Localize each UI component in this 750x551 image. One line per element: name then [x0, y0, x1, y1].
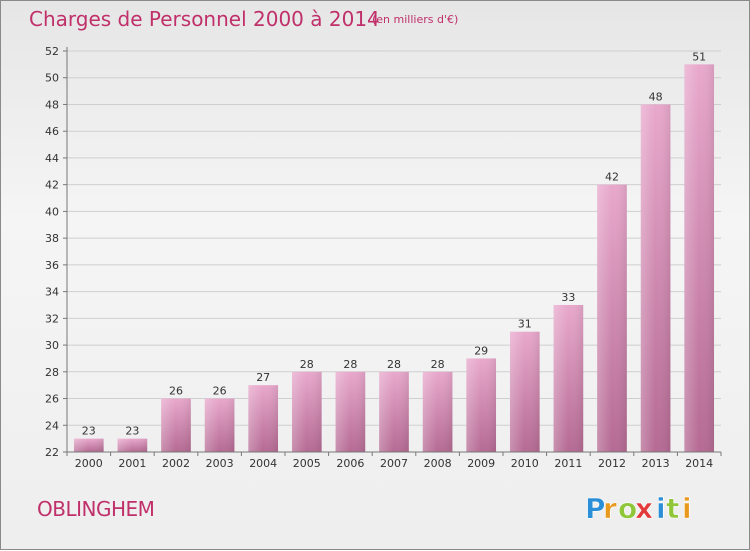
x-tick-label: 2005	[293, 457, 321, 470]
bar-shade	[117, 438, 148, 452]
bar-shade	[597, 184, 627, 452]
y-tick-label: 50	[45, 72, 59, 85]
bars: 23 23 26 26 27 28 28 28 28 29 31 33 42 48 51	[73, 50, 715, 452]
bar-value-label: 28	[343, 358, 357, 371]
x-tick-label: 2006	[336, 457, 364, 470]
bar-value-label: 23	[125, 425, 139, 438]
y-tick-label: 40	[45, 205, 59, 218]
bar-value-label: 28	[300, 358, 314, 371]
logo-letter: t	[666, 492, 679, 525]
y-tick-label: 24	[45, 419, 59, 432]
logo-letter: o	[618, 492, 637, 525]
x-tick-label: 2013	[642, 457, 670, 470]
x-tick-label: 2004	[249, 457, 277, 470]
logo-letter: r	[603, 492, 617, 525]
y-tick-label: 22	[45, 446, 59, 459]
bar-shade	[291, 371, 322, 452]
bar-value-label: 27	[256, 371, 270, 384]
bar-value-label: 28	[387, 358, 401, 371]
x-tick-label: 2008	[424, 457, 452, 470]
bar-shade	[509, 331, 540, 452]
logo-letter: i	[656, 492, 666, 525]
y-tick-label: 48	[45, 98, 59, 111]
bar-value-label: 31	[518, 318, 532, 331]
x-tick-label: 2012	[598, 457, 626, 470]
x-tick-label: 2014	[685, 457, 713, 470]
bar-value-label: 42	[605, 171, 619, 184]
y-axis: 22 24 26 28 30 32 34 36 38 40 42 44 46 48 50 52	[45, 45, 67, 459]
bar-value-label: 48	[649, 90, 663, 103]
bar-shade	[379, 371, 409, 452]
y-tick-label: 42	[45, 179, 59, 192]
bar-value-label: 28	[431, 358, 445, 371]
proxiti-logo: Pr ox i t i	[585, 492, 692, 526]
x-axis: 2000 2001 2002 2003 2004 2005 2006 2007 2008 2009…	[66, 452, 722, 470]
y-tick-label: 52	[45, 45, 59, 58]
x-tick-label: 2002	[162, 457, 190, 470]
bar-value-label: 26	[169, 385, 183, 398]
x-tick-label: 2001	[118, 457, 146, 470]
bar-shade	[422, 371, 453, 452]
y-tick-label: 30	[45, 339, 59, 352]
y-tick-label: 38	[45, 232, 59, 245]
y-tick-label: 34	[45, 286, 59, 299]
x-tick-label: 2000	[75, 457, 103, 470]
y-tick-label: 26	[45, 393, 59, 406]
bar-shade	[553, 304, 584, 452]
x-tick-label: 2011	[554, 457, 582, 470]
chart-subtitle: (en milliers d'€)	[372, 13, 459, 26]
bar-shade	[640, 104, 671, 452]
logo-letter: i	[682, 492, 692, 525]
bar-value-label: 26	[213, 385, 227, 398]
x-tick-label: 2003	[206, 457, 234, 470]
logo-letter: x	[635, 492, 653, 525]
bar-shade	[335, 371, 366, 452]
commune-name: OBLINGHEM	[37, 497, 155, 521]
bar-shade	[248, 385, 279, 452]
bar-shade	[204, 398, 235, 452]
x-tick-label: 2007	[380, 457, 408, 470]
y-tick-label: 28	[45, 366, 59, 379]
bar-shade	[73, 438, 104, 452]
chart-title: Charges de Personnel 2000 à 2014	[29, 7, 380, 31]
bar-value-label: 33	[561, 291, 575, 304]
x-tick-label: 2009	[467, 457, 495, 470]
bar-value-label: 23	[82, 425, 96, 438]
x-tick-label: 2010	[511, 457, 539, 470]
y-tick-label: 36	[45, 259, 59, 272]
bar-value-label: 29	[474, 344, 488, 357]
bar-shade	[161, 398, 191, 452]
y-tick-label: 32	[45, 312, 59, 325]
logo-letter: P	[585, 492, 606, 525]
bar-shade	[684, 64, 715, 452]
y-tick-label: 46	[45, 125, 59, 138]
bar-shade	[466, 358, 497, 452]
grid-lines	[67, 50, 721, 453]
y-tick-label: 44	[45, 152, 59, 165]
bar-value-label: 51	[692, 50, 706, 63]
